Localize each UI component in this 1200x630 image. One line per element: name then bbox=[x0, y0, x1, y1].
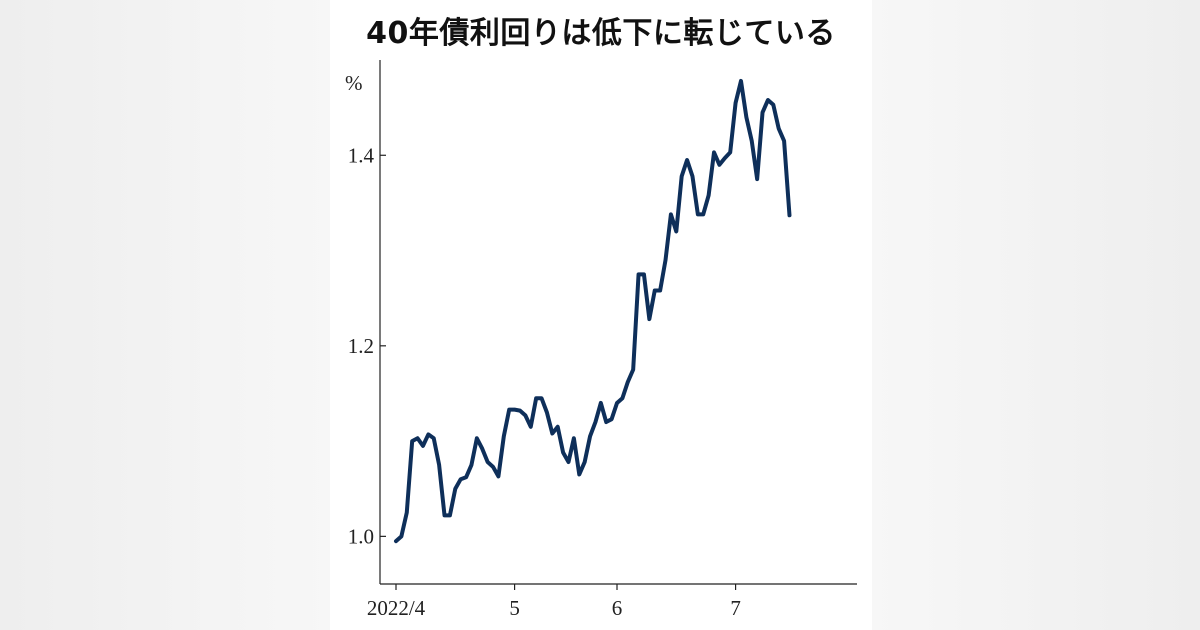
x-axis-ticks: 2022/4 5 6 7 bbox=[367, 584, 741, 620]
x-tick-label: 5 bbox=[509, 596, 520, 620]
x-tick-label: 7 bbox=[730, 596, 741, 620]
line-chart: % 1.0 1.2 1.4 2022/4 5 6 7 bbox=[345, 60, 857, 620]
chart-title: 40年債利回りは低下に転じている bbox=[366, 16, 836, 51]
y-tick-label: 1.2 bbox=[348, 334, 374, 358]
chart-card: 40年債利回りは低下に転じている % 1.0 1.2 1.4 2022/4 5 6 7 bbox=[330, 0, 872, 630]
background-left bbox=[0, 0, 330, 630]
background-right bbox=[872, 0, 1200, 630]
y-tick-label: 1.0 bbox=[348, 524, 374, 548]
x-tick-label: 2022/4 bbox=[367, 596, 426, 620]
y-tick-label: 1.4 bbox=[348, 143, 375, 167]
y-axis-unit-label: % bbox=[345, 71, 363, 95]
x-tick-label: 6 bbox=[612, 596, 623, 620]
series-line-40y-yield bbox=[394, 78, 792, 544]
y-axis-ticks: 1.0 1.2 1.4 bbox=[348, 143, 386, 548]
